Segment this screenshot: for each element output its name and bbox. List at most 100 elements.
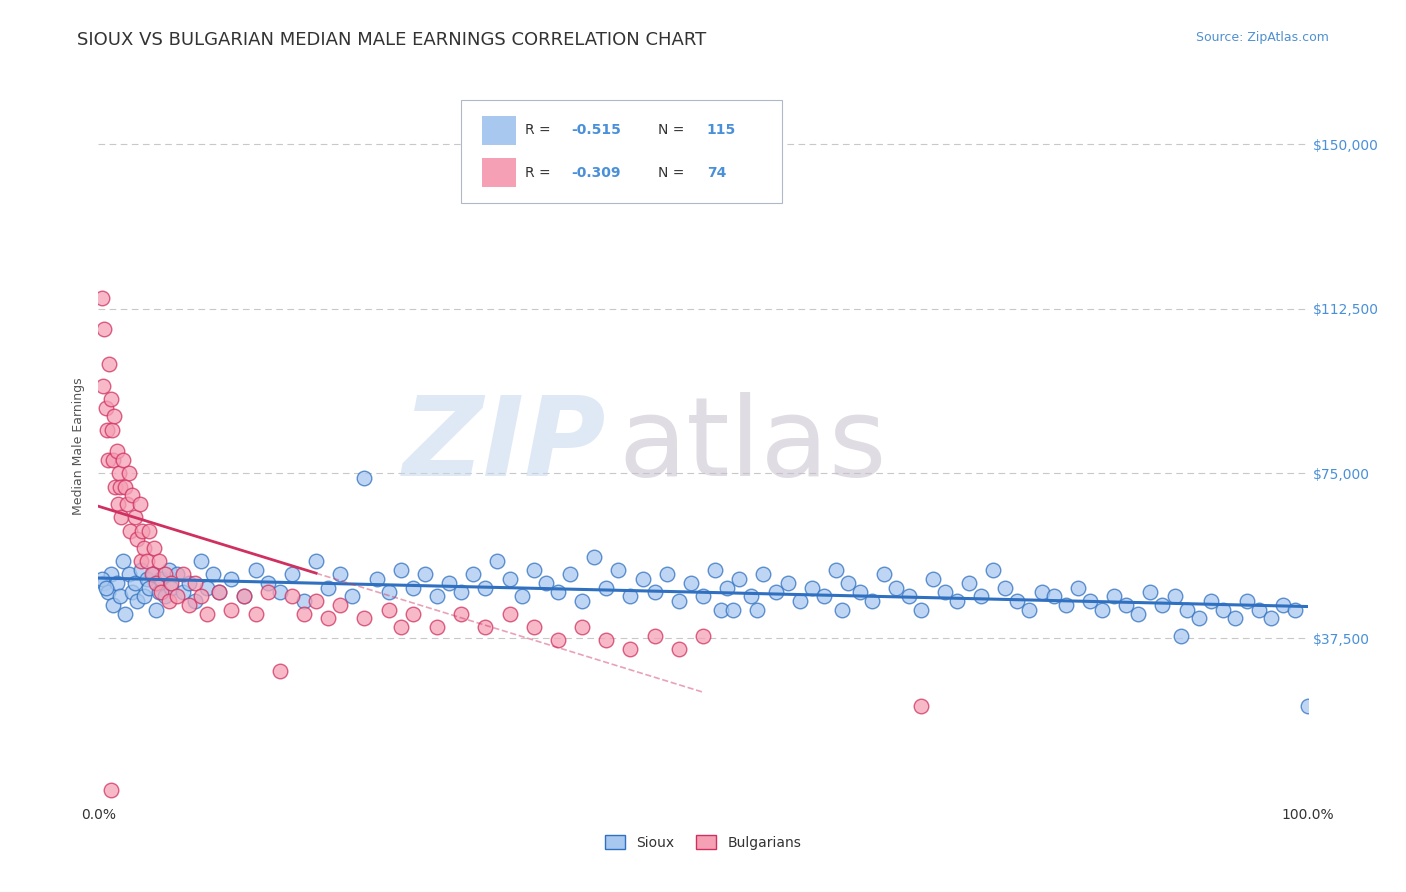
Point <box>837 576 859 591</box>
Point <box>366 572 388 586</box>
Point <box>1042 590 1064 604</box>
Point <box>377 585 399 599</box>
Point <box>776 576 799 591</box>
Point <box>104 480 127 494</box>
Point <box>100 782 122 797</box>
Point <box>114 607 136 621</box>
Point <box>402 581 425 595</box>
Point <box>1272 598 1295 612</box>
Point <box>692 629 714 643</box>
Point <box>114 480 136 494</box>
Point <box>100 567 122 582</box>
Point <box>179 598 201 612</box>
Point <box>619 642 641 657</box>
Text: ZIP: ZIP <box>402 392 606 500</box>
Point <box>426 620 449 634</box>
Point <box>118 467 141 481</box>
Point <box>316 611 339 625</box>
Point <box>232 590 254 604</box>
Point <box>377 602 399 616</box>
Point <box>873 567 896 582</box>
Point <box>994 581 1017 595</box>
Point <box>1007 594 1029 608</box>
Point <box>413 567 436 582</box>
Point <box>110 510 132 524</box>
Point <box>103 409 125 424</box>
FancyBboxPatch shape <box>482 116 516 145</box>
Point <box>910 699 932 714</box>
Point <box>523 620 546 634</box>
Point <box>97 453 120 467</box>
Point <box>389 620 412 634</box>
Point <box>148 585 170 599</box>
Point <box>800 581 823 595</box>
Point <box>91 378 114 392</box>
Point <box>631 572 654 586</box>
Point <box>595 633 617 648</box>
Point <box>679 576 702 591</box>
Point <box>644 585 666 599</box>
Point <box>269 664 291 678</box>
Point <box>127 533 149 547</box>
Point <box>141 567 163 582</box>
Point <box>98 357 121 371</box>
Text: -0.515: -0.515 <box>571 123 621 137</box>
Point <box>510 590 533 604</box>
Point <box>1115 598 1137 612</box>
Point <box>619 590 641 604</box>
Text: Source: ZipAtlas.com: Source: ZipAtlas.com <box>1195 31 1329 45</box>
Point <box>108 590 131 604</box>
Point <box>179 576 201 591</box>
Point <box>723 602 745 616</box>
Point <box>91 291 114 305</box>
Point <box>728 572 751 586</box>
Point <box>1152 598 1174 612</box>
Point <box>150 585 173 599</box>
Y-axis label: Median Male Earnings: Median Male Earnings <box>72 377 86 515</box>
Point <box>157 594 180 608</box>
Text: N =: N = <box>658 166 689 180</box>
Point <box>145 602 167 616</box>
Point <box>118 567 141 582</box>
Point <box>558 567 581 582</box>
Point <box>655 567 678 582</box>
Point <box>981 563 1004 577</box>
Point <box>740 590 762 604</box>
Point <box>172 567 194 582</box>
Point <box>463 567 485 582</box>
Point <box>1067 581 1090 595</box>
Point <box>269 585 291 599</box>
Text: R =: R = <box>526 166 555 180</box>
Point <box>450 607 472 621</box>
Point <box>138 524 160 538</box>
Point <box>716 581 738 595</box>
Point <box>498 572 520 586</box>
Point <box>849 585 872 599</box>
Point <box>172 585 194 599</box>
Point <box>747 602 769 616</box>
Text: 115: 115 <box>707 123 735 137</box>
Point <box>1260 611 1282 625</box>
Point <box>117 497 139 511</box>
Point <box>91 572 114 586</box>
Point <box>134 590 156 604</box>
Point <box>131 524 153 538</box>
Point <box>498 607 520 621</box>
Point <box>970 590 993 604</box>
Point <box>97 585 120 599</box>
Point <box>571 594 593 608</box>
FancyBboxPatch shape <box>461 100 782 203</box>
Point <box>668 594 690 608</box>
Point <box>934 585 956 599</box>
Point <box>946 594 969 608</box>
Point <box>184 576 207 591</box>
Point <box>668 642 690 657</box>
Point <box>135 554 157 568</box>
Point <box>692 590 714 604</box>
Point <box>1078 594 1101 608</box>
Point <box>765 585 787 599</box>
Point <box>105 576 128 591</box>
Point <box>190 590 212 604</box>
Point <box>101 453 124 467</box>
Point <box>921 572 943 586</box>
